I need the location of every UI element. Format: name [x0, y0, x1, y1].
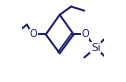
- Text: Si: Si: [91, 43, 101, 53]
- Text: O: O: [30, 29, 37, 39]
- Text: O: O: [81, 29, 89, 39]
